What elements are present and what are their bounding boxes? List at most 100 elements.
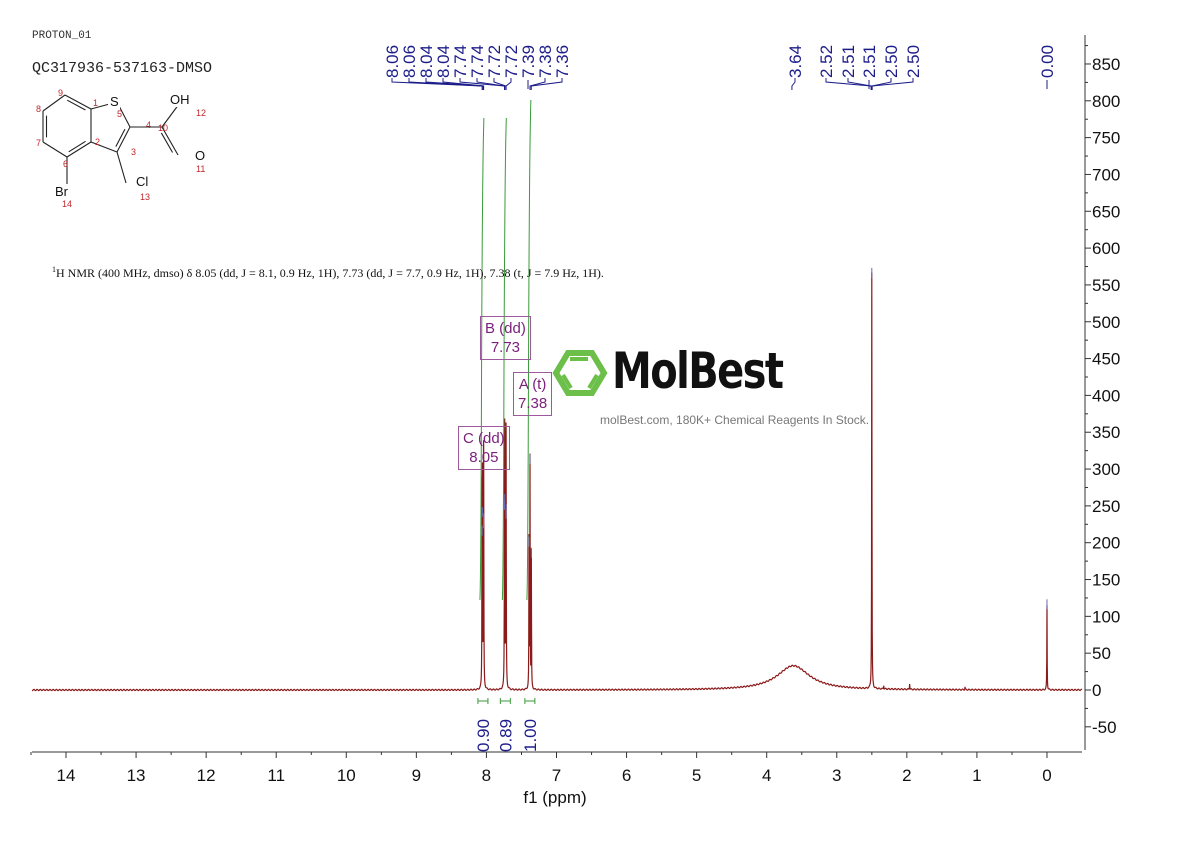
atom-number: 12: [196, 108, 206, 118]
atom-label: Br: [55, 184, 69, 199]
atom-label: Cl: [136, 174, 148, 189]
atom-number: 4: [146, 120, 151, 130]
bond: [116, 151, 127, 184]
multiplet-shift: 7.73: [490, 339, 521, 356]
y-tick-label: 100: [1092, 607, 1120, 626]
multiplet-name: B (dd): [485, 320, 526, 337]
integral-value: 0.89: [496, 719, 515, 752]
y-tick-label: 450: [1092, 350, 1120, 369]
x-tick-label: 2: [902, 766, 911, 785]
y-tick-label: 400: [1092, 386, 1120, 405]
integral-bracket: [499, 698, 511, 704]
peak-label: 2.50: [882, 45, 901, 78]
atom-number: 1: [93, 98, 98, 108]
y-tick-label: 800: [1092, 92, 1120, 111]
peak-label-leader: [505, 78, 512, 90]
peak-label-leader: [476, 78, 506, 90]
sample-id: QC317936-537163-DMSO: [32, 60, 213, 77]
atom-number: 2: [95, 137, 100, 147]
double-bond: [160, 132, 174, 153]
integral-value: 1.00: [521, 719, 540, 752]
atom-number: 10: [158, 123, 168, 133]
bond: [42, 141, 68, 158]
peak-label: 8.06: [400, 45, 419, 78]
peak-label: 7.72: [502, 45, 521, 78]
peak-label: 7.74: [451, 45, 470, 78]
peak-label-leader: [529, 78, 546, 90]
peak-label: 2.51: [860, 45, 879, 78]
atom-number: 7: [36, 138, 41, 148]
peak-labels: 8.068.068.048.047.747.747.727.727.397.38…: [383, 45, 1057, 90]
watermark-logo: MolBest: [612, 342, 784, 400]
x-tick-label: 13: [127, 766, 146, 785]
atom-number: 14: [62, 199, 72, 209]
y-tick-label: 0: [1092, 681, 1101, 700]
x-tick-label: 8: [482, 766, 491, 785]
integral-curve: [501, 117, 507, 601]
watermark-tagline: molBest.com, 180K+ Chemical Reagents In …: [600, 413, 870, 427]
multiplet-shift: 7.38: [518, 395, 548, 412]
peak-label: 2.50: [904, 45, 923, 78]
atom-number: 5: [117, 109, 122, 119]
y-tick-label: 650: [1092, 202, 1120, 221]
atom-number: 6: [63, 159, 68, 169]
y-tick-label: 600: [1092, 239, 1120, 258]
atom-bg: [134, 174, 154, 189]
peak-label: 3.64: [786, 45, 805, 78]
peak-label: 7.39: [519, 45, 538, 78]
multiplet-box-b: B (dd) 7.73: [480, 316, 531, 360]
bond: [90, 141, 118, 153]
atom-number: 9: [58, 88, 63, 98]
nmr-description: 1H NMR (400 MHz, dmso) δ 8.05 (dd, J = 8…: [52, 262, 612, 281]
y-tick-label: 150: [1092, 571, 1120, 590]
atom-bg: [53, 184, 73, 199]
experiment-name: PROTON_01: [32, 30, 92, 42]
double-bond: [68, 140, 86, 153]
y-tick-label: 700: [1092, 165, 1120, 184]
x-tick-label: 12: [197, 766, 216, 785]
x-tick-label: 14: [57, 766, 76, 785]
peak-label: 8.04: [417, 45, 436, 78]
x-axis-label: f1 (ppm): [523, 788, 586, 807]
y-axis: -50 0 50 100 150 200 250 300 350 400 450 500 550 600 6…: [1084, 35, 1120, 750]
atom-number: 13: [140, 192, 150, 202]
x-tick-label: 10: [337, 766, 356, 785]
x-tick-label: 9: [412, 766, 421, 785]
atom-bg: [193, 148, 205, 163]
peak-label: 7.72: [485, 45, 504, 78]
peak-label: 0.00: [1038, 45, 1057, 78]
bond: [42, 94, 66, 112]
atom-label: OH: [170, 92, 190, 107]
molbest-logo-icon: [552, 350, 608, 396]
peak-label: 2.52: [817, 45, 836, 78]
y-tick-label: 350: [1092, 423, 1120, 442]
peak-label: 2.51: [839, 45, 858, 78]
y-tick-label: 250: [1092, 497, 1120, 516]
peak-label-leader: [791, 78, 796, 90]
multiplet-box-c: C (dd) 8.05: [458, 426, 510, 470]
integral-bracket: [524, 698, 536, 704]
x-tick-label: 5: [692, 766, 701, 785]
double-bond: [115, 128, 126, 147]
x-tick-label: 1: [972, 766, 981, 785]
peak-label: 7.36: [553, 45, 572, 78]
y-tick-label: -50: [1092, 718, 1117, 737]
atom-number: 8: [36, 104, 41, 114]
integral-value: 0.90: [474, 719, 493, 752]
integral-bracket: [477, 698, 489, 704]
atom-bg: [108, 94, 120, 109]
integral-curve: [479, 117, 485, 601]
peak-label-leader: [530, 78, 563, 90]
peak-label: 8.04: [434, 45, 453, 78]
integrals: 0.90 0.89 1.00: [474, 99, 540, 752]
peak-label-leader: [442, 78, 485, 90]
multiplet-name: A (t): [518, 376, 547, 393]
x-axis: 14 13 12 11 10 9 8 7 6 5 4 3 2 1 0f1 (ppm): [30, 751, 1082, 807]
y-tick-label: 750: [1092, 129, 1120, 148]
y-tick-label: 850: [1092, 55, 1120, 74]
x-tick-label: 7: [552, 766, 561, 785]
y-tick-label: 50: [1092, 644, 1111, 663]
peak-label: 8.06: [383, 45, 402, 78]
x-tick-label: 4: [762, 766, 771, 785]
